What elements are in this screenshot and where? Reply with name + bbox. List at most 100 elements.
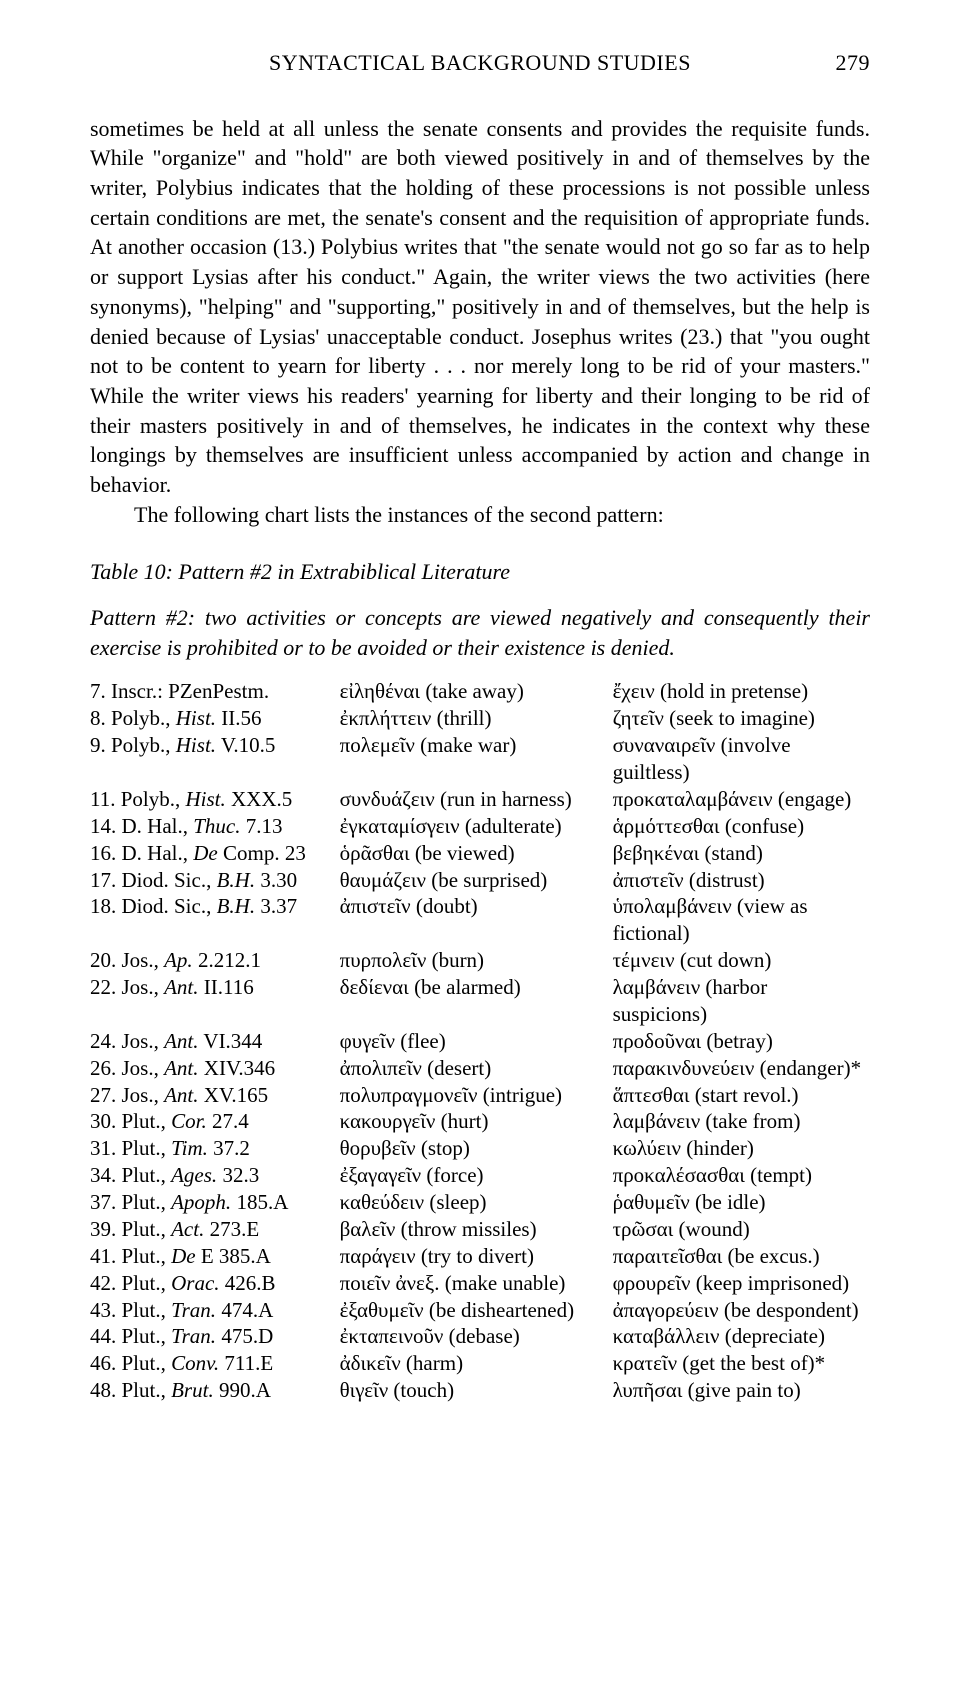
table-cell-activity-a: κακουργεῖν (hurt) bbox=[340, 1108, 613, 1135]
table-cell-source: 43. Plut., Tran. 474.A bbox=[90, 1297, 340, 1324]
table-cell-activity-a: συνδυάζειν (run in harness) bbox=[340, 786, 613, 813]
table-cell-activity-a: ἐκπλήττειν (thrill) bbox=[340, 705, 613, 732]
table-cell-activity-b: συναναιρεῖν (involve guiltless) bbox=[613, 732, 870, 786]
table-cell-source: 8. Polyb., Hist. II.56 bbox=[90, 705, 340, 732]
table-cell-activity-a: πολεμεῖν (make war) bbox=[340, 732, 613, 786]
running-head: SYNTACTICAL BACKGROUND STUDIES 279 bbox=[90, 48, 870, 78]
table-cell-activity-b: τέμνειν (cut down) bbox=[613, 947, 870, 974]
table-cell-source: 7. Inscr.: PZenPestm. bbox=[90, 678, 340, 705]
table-cell-source: 31. Plut., Tim. 37.2 bbox=[90, 1135, 340, 1162]
table-cell-source: 16. D. Hal., De Comp. 23 bbox=[90, 840, 340, 867]
table-cell-activity-a: θορυβεῖν (stop) bbox=[340, 1135, 613, 1162]
table-row: 17. Diod. Sic., B.H. 3.30θαυμάζειν (be s… bbox=[90, 867, 870, 894]
table-row: 7. Inscr.: PZenPestm.εἰληθέναι (take awa… bbox=[90, 678, 870, 705]
table-cell-source: 42. Plut., Orac. 426.B bbox=[90, 1270, 340, 1297]
table-cell-activity-a: πολυπραγμονεῖν (intrigue) bbox=[340, 1082, 613, 1109]
table-row: 43. Plut., Tran. 474.Aἐξαθυμεῖν (be dish… bbox=[90, 1297, 870, 1324]
table-row: 11. Polyb., Hist. XXX.5συνδυάζειν (run i… bbox=[90, 786, 870, 813]
table-cell-activity-a: εἰληθέναι (take away) bbox=[340, 678, 613, 705]
table-cell-source: 46. Plut., Conv. 711.E bbox=[90, 1350, 340, 1377]
table-cell-activity-b: παρακινδυνεύειν (endanger)* bbox=[613, 1055, 870, 1082]
table-cell-source: 11. Polyb., Hist. XXX.5 bbox=[90, 786, 340, 813]
table-row: 39. Plut., Act. 273.Eβαλεῖν (throw missi… bbox=[90, 1216, 870, 1243]
table-row: 26. Jos., Ant. XIV.346ἀπολιπεῖν (desert)… bbox=[90, 1055, 870, 1082]
table-cell-activity-b: ζητεῖν (seek to imagine) bbox=[613, 705, 870, 732]
table-subtitle: Pattern #2: two activities or concepts a… bbox=[90, 603, 870, 662]
table-cell-source: 48. Plut., Brut. 990.A bbox=[90, 1377, 340, 1404]
table-row: 34. Plut., Ages. 32.3ἐξαγαγεῖν (force)πρ… bbox=[90, 1162, 870, 1189]
table-cell-activity-a: θιγεῖν (touch) bbox=[340, 1377, 613, 1404]
table-cell-activity-b: ῥαθυμεῖν (be idle) bbox=[613, 1189, 870, 1216]
table-cell-activity-a: καθεύδειν (sleep) bbox=[340, 1189, 613, 1216]
table-row: 27. Jos., Ant. XV.165πολυπραγμονεῖν (int… bbox=[90, 1082, 870, 1109]
table-cell-activity-b: ἀπιστεῖν (distrust) bbox=[613, 867, 870, 894]
table-row: 22. Jos., Ant. II.116δεδίεναι (be alarme… bbox=[90, 974, 870, 1028]
table-cell-activity-b: προκαλέσασθαι (tempt) bbox=[613, 1162, 870, 1189]
table-cell-activity-a: ἐγκαταμίσγειν (adulterate) bbox=[340, 813, 613, 840]
table-row: 48. Plut., Brut. 990.Aθιγεῖν (touch)λυπῆ… bbox=[90, 1377, 870, 1404]
table-row: 16. D. Hal., De Comp. 23ὁρᾶσθαι (be view… bbox=[90, 840, 870, 867]
table-cell-activity-a: ἐκταπεινοῦν (debase) bbox=[340, 1323, 613, 1350]
table-cell-source: 24. Jos., Ant. VI.344 bbox=[90, 1028, 340, 1055]
table-cell-activity-a: παράγειν (try to divert) bbox=[340, 1243, 613, 1270]
table-row: 9. Polyb., Hist. V.10.5πολεμεῖν (make wa… bbox=[90, 732, 870, 786]
table-cell-activity-b: ἀπαγορεύειν (be despondent) bbox=[613, 1297, 870, 1324]
table-cell-source: 34. Plut., Ages. 32.3 bbox=[90, 1162, 340, 1189]
table-cell-source: 20. Jos., Ap. 2.212.1 bbox=[90, 947, 340, 974]
table-cell-activity-b: προκαταλαμβάνειν (engage) bbox=[613, 786, 870, 813]
body-paragraph-2: The following chart lists the instances … bbox=[90, 500, 870, 530]
table-cell-source: 17. Diod. Sic., B.H. 3.30 bbox=[90, 867, 340, 894]
table-row: 42. Plut., Orac. 426.Bποιεῖν ἀνεξ. (make… bbox=[90, 1270, 870, 1297]
table-cell-activity-b: φρουρεῖν (keep imprisoned) bbox=[613, 1270, 870, 1297]
table-cell-source: 41. Plut., De E 385.A bbox=[90, 1243, 340, 1270]
table-cell-activity-b: ἅπτεσθαι (start revol.) bbox=[613, 1082, 870, 1109]
body-paragraph-1: sometimes be held at all unless the sena… bbox=[90, 114, 870, 500]
running-head-title: SYNTACTICAL BACKGROUND STUDIES bbox=[150, 48, 810, 78]
table-cell-activity-a: ἀδικεῖν (harm) bbox=[340, 1350, 613, 1377]
table-cell-source: 27. Jos., Ant. XV.165 bbox=[90, 1082, 340, 1109]
table-cell-activity-a: δεδίεναι (be alarmed) bbox=[340, 974, 613, 1028]
table-row: 20. Jos., Ap. 2.212.1πυρπολεῖν (burn)τέμ… bbox=[90, 947, 870, 974]
table-cell-source: 39. Plut., Act. 273.E bbox=[90, 1216, 340, 1243]
page: SYNTACTICAL BACKGROUND STUDIES 279 somet… bbox=[0, 0, 960, 1452]
table-cell-activity-a: ἀπιστεῖν (doubt) bbox=[340, 893, 613, 947]
table-cell-activity-a: ποιεῖν ἀνεξ. (make unable) bbox=[340, 1270, 613, 1297]
table-cell-activity-a: ὁρᾶσθαι (be viewed) bbox=[340, 840, 613, 867]
table-cell-activity-a: βαλεῖν (throw missiles) bbox=[340, 1216, 613, 1243]
table-cell-source: 14. D. Hal., Thuc. 7.13 bbox=[90, 813, 340, 840]
table-cell-source: 18. Diod. Sic., B.H. 3.37 bbox=[90, 893, 340, 947]
table-cell-activity-b: λαμβάνειν (take from) bbox=[613, 1108, 870, 1135]
table-cell-activity-a: φυγεῖν (flee) bbox=[340, 1028, 613, 1055]
table-cell-activity-b: καταβάλλειν (depreciate) bbox=[613, 1323, 870, 1350]
table-cell-activity-a: ἀπολιπεῖν (desert) bbox=[340, 1055, 613, 1082]
table-cell-activity-b: κωλύειν (hinder) bbox=[613, 1135, 870, 1162]
table-title: Table 10: Pattern #2 in Extrabiblical Li… bbox=[90, 557, 870, 587]
table-row: 14. D. Hal., Thuc. 7.13ἐγκαταμίσγειν (ad… bbox=[90, 813, 870, 840]
running-head-spacer bbox=[90, 48, 150, 78]
page-number: 279 bbox=[810, 48, 870, 78]
table-row: 37. Plut., Apoph. 185.Aκαθεύδειν (sleep)… bbox=[90, 1189, 870, 1216]
table-row: 46. Plut., Conv. 711.Eἀδικεῖν (harm)κρατ… bbox=[90, 1350, 870, 1377]
table-row: 24. Jos., Ant. VI.344φυγεῖν (flee)προδοῦ… bbox=[90, 1028, 870, 1055]
table-cell-activity-b: παραιτεῖσθαι (be excus.) bbox=[613, 1243, 870, 1270]
table-row: 8. Polyb., Hist. II.56ἐκπλήττειν (thrill… bbox=[90, 705, 870, 732]
table-row: 30. Plut., Cor. 27.4κακουργεῖν (hurt)λαμ… bbox=[90, 1108, 870, 1135]
table-cell-source: 37. Plut., Apoph. 185.A bbox=[90, 1189, 340, 1216]
table-cell-activity-a: ἐξαγαγεῖν (force) bbox=[340, 1162, 613, 1189]
table-cell-activity-b: λαμβάνειν (harbor suspicions) bbox=[613, 974, 870, 1028]
table-cell-activity-b: λυπῆσαι (give pain to) bbox=[613, 1377, 870, 1404]
table-row: 31. Plut., Tim. 37.2θορυβεῖν (stop)κωλύε… bbox=[90, 1135, 870, 1162]
table-cell-source: 30. Plut., Cor. 27.4 bbox=[90, 1108, 340, 1135]
table-cell-source: 44. Plut., Tran. 475.D bbox=[90, 1323, 340, 1350]
table-cell-activity-a: ἐξαθυμεῖν (be disheartened) bbox=[340, 1297, 613, 1324]
table-cell-activity-b: κρατεῖν (get the best of)* bbox=[613, 1350, 870, 1377]
table-row: 41. Plut., De E 385.Aπαράγειν (try to di… bbox=[90, 1243, 870, 1270]
table-cell-activity-b: ὑπολαμβάνειν (view as fictional) bbox=[613, 893, 870, 947]
table-cell-activity-b: βεβηκέναι (stand) bbox=[613, 840, 870, 867]
table-cell-source: 9. Polyb., Hist. V.10.5 bbox=[90, 732, 340, 786]
table-cell-activity-a: πυρπολεῖν (burn) bbox=[340, 947, 613, 974]
table-row: 18. Diod. Sic., B.H. 3.37ἀπιστεῖν (doubt… bbox=[90, 893, 870, 947]
pattern-table: 7. Inscr.: PZenPestm.εἰληθέναι (take awa… bbox=[90, 678, 870, 1404]
table-cell-source: 26. Jos., Ant. XIV.346 bbox=[90, 1055, 340, 1082]
table-row: 44. Plut., Tran. 475.Dἐκταπεινοῦν (debas… bbox=[90, 1323, 870, 1350]
